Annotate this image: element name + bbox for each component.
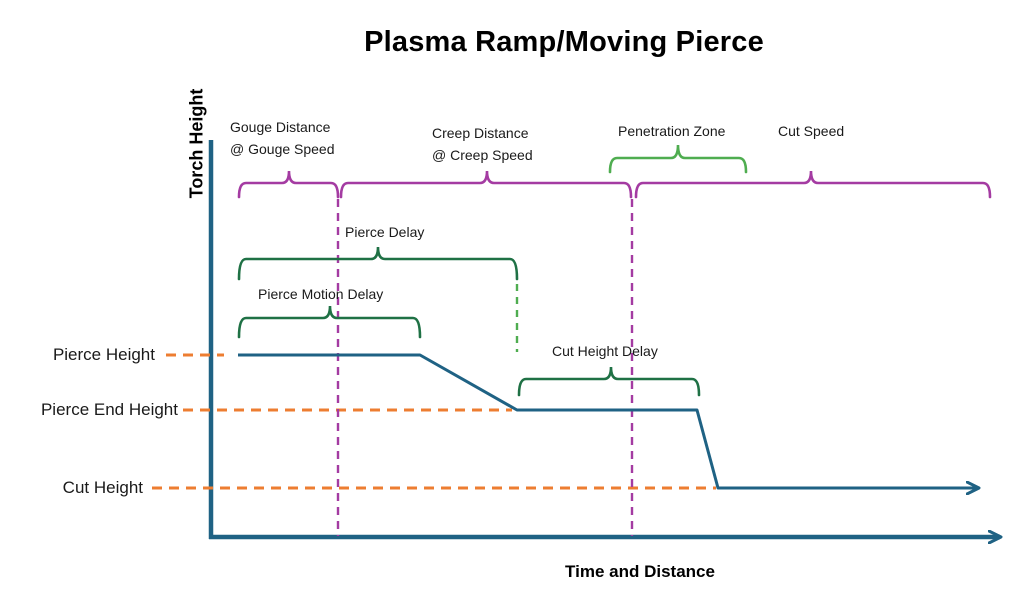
creep-distance-brace [339,170,633,199]
pierce-height-label: Pierce Height [52,345,155,364]
gouge-distance-label-line2: @ Gouge Speed [230,141,335,157]
cut-height-delay-brace [517,366,701,397]
gouge-distance-label-line1: Gouge Distance [230,119,331,135]
pierce-delay-label: Pierce Delay [345,224,425,240]
gouge-distance-brace [237,170,340,199]
pierce-motion-delay-brace [237,305,422,339]
penetration-zone-label: Penetration Zone [618,123,726,139]
gouge-distance-label: Gouge Distance @ Gouge Speed [230,116,335,160]
x-axis-label: Time and Distance [565,562,715,581]
page-title: Plasma Ramp/Moving Pierce [364,26,764,58]
pierce-end-height-label: Pierce End Height [40,400,178,419]
creep-distance-label-line1: Creep Distance [432,125,529,141]
creep-distance-label-line2: @ Creep Speed [432,147,533,163]
pierce-delay-brace [237,246,519,281]
torch-height-profile-line [238,353,978,488]
cut-height-delay-label: Cut Height Delay [552,343,658,359]
cut-speed-label: Cut Speed [778,123,845,139]
cut-speed-brace [634,170,992,199]
pierce-motion-delay-label: Pierce Motion Delay [258,286,384,302]
cut-height-label: Cut Height [62,478,143,497]
creep-distance-label: Creep Distance @ Creep Speed [432,122,533,166]
y-axis-label: Torch Height [186,88,207,199]
penetration-zone-brace [608,144,748,174]
